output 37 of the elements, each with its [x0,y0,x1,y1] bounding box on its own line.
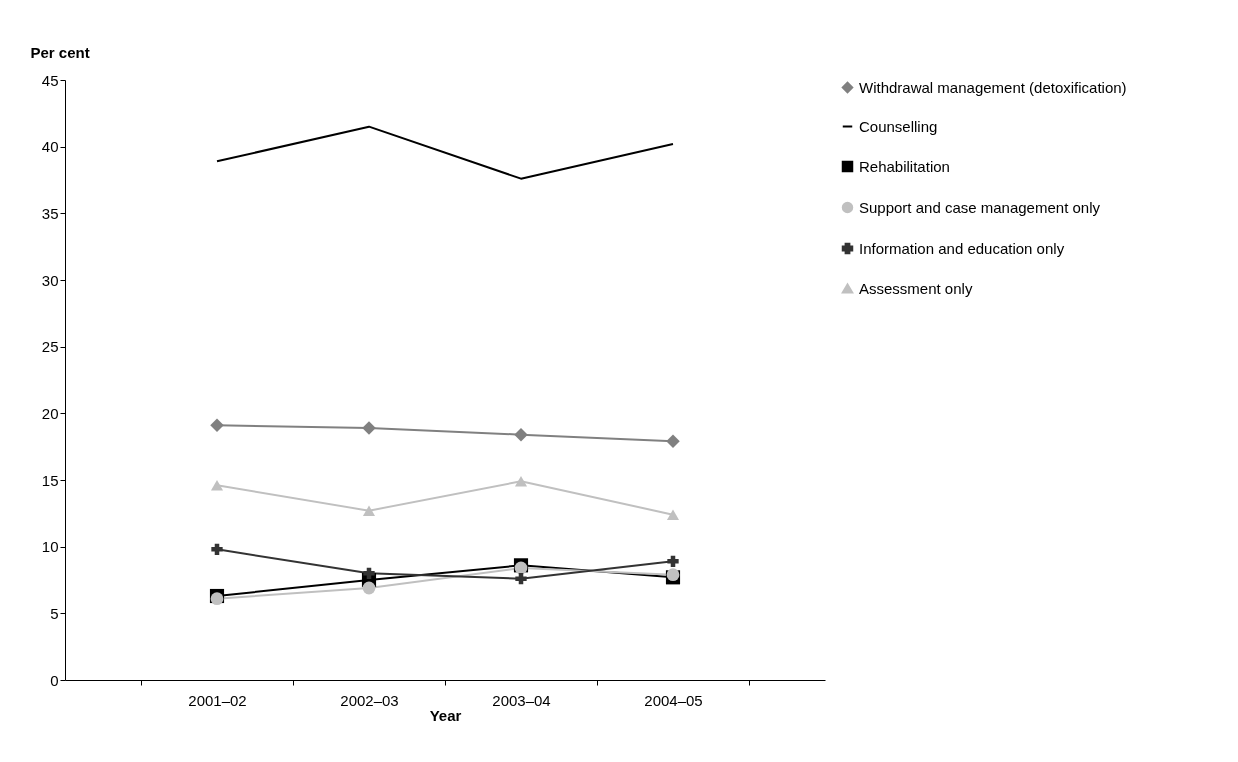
x-axis-title: Year [429,706,462,724]
point [362,421,376,435]
x-tick-label: 2004–05 [644,691,703,709]
legend-label: Rehabilitation [859,157,950,175]
y-tick-label: 40 [41,138,59,156]
y-tick-label: 45 [41,71,59,89]
y-tick-label: 10 [41,538,59,556]
legend-label: Assessment only [859,279,973,297]
x-tick-label: 2002–03 [340,691,399,709]
point [210,480,224,491]
y-tick-label: 20 [41,404,59,422]
point [362,505,376,516]
y-tick-label: 30 [41,271,59,289]
point [210,592,224,606]
point [666,434,680,449]
legend-label: Information and education only [859,239,1065,257]
x-tick-label: 2001–02 [188,691,247,709]
y-tick-label: 15 [41,471,59,489]
y-tick-label: 35 [41,204,59,222]
point [363,567,375,579]
point [666,509,680,520]
legend-label: Support and case management only [859,198,1101,216]
point [514,427,528,442]
y-tick-label: 5 [50,604,59,622]
legend-label: Withdrawal management (detoxification) [859,78,1127,96]
point [211,543,223,555]
y-tick-label: 0 [50,671,59,689]
line-series [216,125,674,180]
point [210,418,224,433]
point [514,476,528,487]
point [515,573,527,585]
x-tick-label: 2003–04 [492,691,551,709]
legend-label: Counselling [859,117,938,135]
point [667,555,679,567]
y-axis-title: Per cent [30,43,90,61]
point [362,581,376,595]
y-tick-label: 25 [41,338,59,356]
